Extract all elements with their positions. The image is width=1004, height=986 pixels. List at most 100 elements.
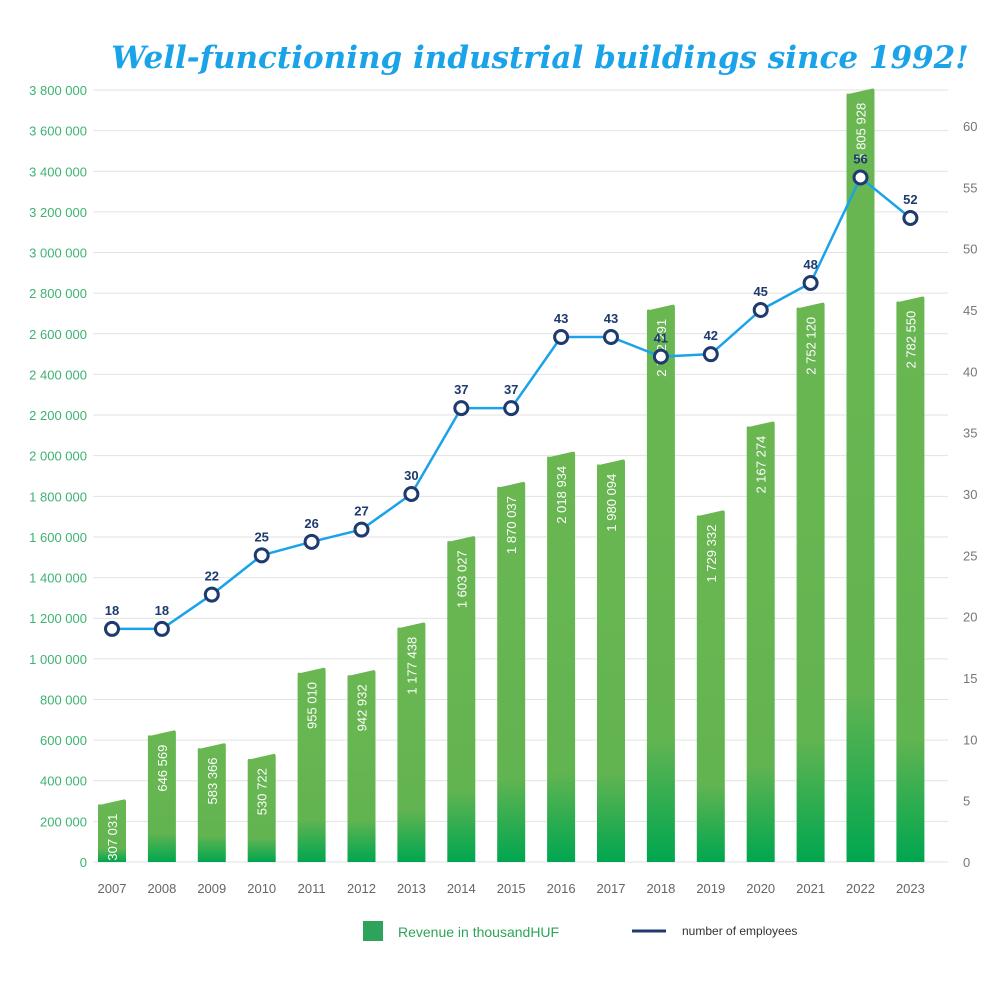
revenue-bar-label: 2 752 120 (804, 317, 819, 375)
right-tick-label: 30 (963, 487, 977, 502)
x-tick-label: 2011 (298, 881, 326, 896)
left-tick-label: 200 000 (40, 814, 87, 829)
x-tick-label: 2013 (397, 881, 426, 896)
legend: Revenue in thousandHUF number of employe… (363, 921, 797, 941)
employee-marker (802, 275, 819, 292)
employee-count-label: 43 (554, 311, 568, 326)
left-tick-label: 3 200 000 (29, 205, 87, 220)
employee-marker (902, 210, 919, 226)
employee-marker (603, 328, 619, 345)
left-tick-label: 3 400 000 (29, 164, 87, 179)
revenue-bar-label: 942 932 (355, 684, 370, 731)
x-tick-label: 2017 (597, 881, 626, 896)
x-tick-label: 2016 (547, 881, 576, 896)
revenue-bar-label: 583 366 (205, 757, 220, 804)
x-tick-label: 2015 (497, 881, 526, 896)
revenue-bar-label: 1 729 332 (704, 525, 719, 583)
employee-count-label: 26 (304, 516, 318, 531)
right-tick-label: 15 (963, 671, 977, 686)
employee-marker (503, 400, 520, 417)
x-tick-label: 2021 (796, 881, 825, 896)
right-tick-label: 50 (963, 242, 977, 257)
left-tick-label: 400 000 (40, 774, 87, 789)
x-tick-label: 2020 (746, 881, 775, 896)
right-tick-label: 10 (963, 732, 977, 747)
revenue-bar-label: 646 569 (155, 745, 170, 792)
revenue-bar (896, 296, 925, 862)
employee-count-label: 52 (903, 192, 917, 207)
left-tick-label: 1 000 000 (29, 652, 87, 667)
left-tick-label: 2 600 000 (29, 327, 87, 342)
legend-label-revenue: Revenue in thousandHUF (398, 924, 559, 940)
employee-marker (104, 620, 120, 637)
right-tick-label: 35 (963, 426, 977, 441)
employee-marker (353, 521, 370, 538)
employee-marker (203, 586, 220, 603)
revenue-bar-label: 2 742 291 (654, 319, 669, 377)
revenue-bar (447, 536, 476, 862)
revenue-bar-label: 3 805 928 (854, 103, 869, 161)
employee-marker (752, 302, 769, 318)
revenue-bar-label: 307 031 (105, 814, 120, 861)
employee-marker (453, 400, 470, 417)
employee-count-label: 37 (504, 382, 518, 397)
revenue-bar (497, 481, 526, 862)
x-tick-label: 2008 (147, 881, 176, 896)
left-tick-label: 2 800 000 (29, 286, 87, 301)
left-tick-label: 2 000 000 (29, 449, 87, 464)
revenue-bar-label: 1 980 094 (604, 474, 619, 532)
left-tick-label: 1 200 000 (29, 611, 87, 626)
left-tick-label: 600 000 (40, 733, 87, 748)
right-tick-label: 60 (963, 119, 977, 134)
right-tick-label: 40 (963, 364, 977, 379)
right-axis-ticks: 0 5 10 15 20 25 30 35 40 45 50 55 60 (963, 119, 977, 870)
employee-count-label: 27 (354, 504, 368, 519)
right-tick-label: 45 (963, 303, 977, 318)
revenue-bars: 307 031 646 569 583 366 530 722 955 010 942 9… (98, 88, 925, 863)
revenue-bar (98, 799, 126, 862)
revenue-bar (646, 304, 675, 862)
revenue-bar (796, 302, 825, 862)
revenue-bar (597, 459, 625, 862)
chart-title: Well-functioning industrial buildings si… (111, 40, 969, 76)
revenue-bar-label: 2 018 934 (554, 466, 569, 524)
left-tick-label: 3 800 000 (29, 83, 87, 98)
x-tick-label: 2018 (646, 881, 675, 896)
left-axis-ticks: 0 200 000 400 000 600 000 800 000 1 000 000 1 … (29, 83, 87, 870)
revenue-bar (247, 753, 276, 862)
left-tick-label: 1 600 000 (29, 530, 87, 545)
revenue-bar-label: 1 603 027 (454, 550, 469, 608)
employee-marker (403, 486, 420, 502)
employee-count-label: 42 (704, 328, 718, 343)
employee-marker (652, 348, 669, 365)
revenue-bar (297, 667, 326, 862)
x-tick-label: 2009 (197, 881, 226, 896)
revenue-bar (397, 622, 426, 862)
left-tick-label: 3 000 000 (29, 246, 87, 261)
employee-count-label: 30 (404, 468, 418, 483)
legend-swatch-revenue (363, 921, 383, 941)
x-tick-label: 2010 (247, 881, 276, 896)
employee-count-label: 43 (604, 311, 618, 326)
right-tick-label: 5 (963, 794, 970, 809)
x-tick-label: 2012 (347, 881, 376, 896)
revenue-bar (147, 730, 176, 862)
revenue-bar (746, 421, 775, 862)
employee-marker (702, 346, 719, 363)
employee-count-label: 45 (753, 284, 767, 299)
left-tick-label: 2 200 000 (29, 408, 87, 423)
employee-count-label: 37 (454, 382, 468, 397)
revenue-bar-label: 1 870 037 (504, 496, 519, 554)
employee-count-label: 25 (254, 529, 268, 544)
x-tick-label: 2023 (896, 881, 925, 896)
x-tick-label: 2019 (696, 881, 725, 896)
revenue-bar-label: 2 782 550 (903, 311, 918, 369)
left-tick-label: 0 (80, 855, 87, 870)
x-tick-label: 2007 (98, 881, 127, 896)
employees-line: 18 18 22 25 26 27 30 37 37 43 43 41 42 45 48 56 52 (104, 152, 919, 637)
left-tick-label: 800 000 (40, 692, 87, 707)
revenue-bar-label: 2 167 274 (754, 436, 769, 494)
revenue-bar (547, 451, 576, 862)
revenue-bar-label: 955 010 (305, 682, 320, 729)
